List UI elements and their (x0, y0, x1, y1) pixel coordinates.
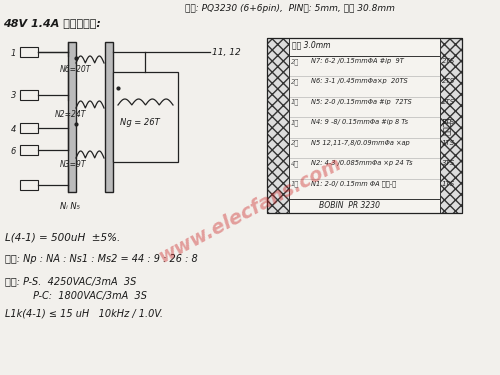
Bar (68, 42, 76, 192)
Bar (113, 72, 178, 162)
Text: 1层: 1层 (291, 119, 299, 126)
Text: N4: 9 -8/ 0.15mmΦa #ip 8 Ts: N4: 9 -8/ 0.15mmΦa #ip 8 Ts (311, 119, 408, 125)
Bar (289, 38, 440, 213)
Text: N6=20T: N6=20T (60, 65, 92, 74)
Bar (20, 145, 38, 155)
Text: 层数圈数: 层数圈数 (443, 116, 452, 135)
Bar (20, 123, 38, 133)
Text: N1: 2-0/ 0.15mm ΦA 阿层-层: N1: 2-0/ 0.15mm ΦA 阿层-层 (311, 181, 396, 187)
Text: 3TS: 3TS (442, 119, 455, 125)
Text: 3: 3 (10, 92, 16, 100)
Text: Nɡ = 26T: Nɡ = 26T (120, 118, 160, 127)
Text: 4: 4 (10, 124, 16, 134)
Bar (20, 180, 38, 190)
Bar (267, 38, 462, 213)
Text: 2TS: 2TS (442, 78, 455, 84)
Text: BOBIN  PR 3230: BOBIN PR 3230 (319, 201, 380, 210)
Text: 2TS: 2TS (442, 58, 455, 64)
Text: 2层: 2层 (291, 58, 299, 64)
Text: L(4-1) = 500uH  ±5%.: L(4-1) = 500uH ±5%. (5, 232, 120, 242)
Text: 橢端 3.0mm: 橢端 3.0mm (292, 40, 331, 49)
Text: 3TS: 3TS (442, 160, 455, 166)
Text: 2TS: 2TS (442, 99, 455, 105)
Text: 考核: P-S.  4250VAC/3mA  3S: 考核: P-S. 4250VAC/3mA 3S (5, 276, 136, 286)
Text: N7: 6-2 /0.15mmΦA #ip  9T: N7: 6-2 /0.15mmΦA #ip 9T (311, 58, 404, 64)
Text: N5 12,11-7,8/0.09mmΦa ×ap: N5 12,11-7,8/0.09mmΦa ×ap (311, 140, 410, 146)
Text: 4层: 4层 (291, 160, 299, 167)
Text: P-C:  1800VAC/3mA  3S: P-C: 1800VAC/3mA 3S (5, 291, 147, 301)
Text: 1TS: 1TS (442, 140, 455, 146)
Text: L1k(4-1) ≤ 15 uH   10kHz / 1.0V.: L1k(4-1) ≤ 15 uH 10kHz / 1.0V. (5, 308, 163, 318)
Text: 2层: 2层 (291, 140, 299, 146)
Text: 骨架: PQ3230 (6+6pin),  PIN距: 5mm, 橢距 30.8mm: 骨架: PQ3230 (6+6pin), PIN距: 5mm, 橢距 30.8m… (185, 4, 395, 13)
Bar (267, 38, 289, 213)
Text: N6: 3-1 /0.45mmΦa×p  20TS: N6: 3-1 /0.45mmΦa×p 20TS (311, 78, 408, 84)
Bar (105, 42, 113, 192)
Text: 1层: 1层 (291, 181, 299, 187)
Bar (20, 47, 38, 57)
Text: 1层: 1层 (291, 99, 299, 105)
Text: Nᵢ N₅: Nᵢ N₅ (60, 202, 80, 211)
Text: 11, 12: 11, 12 (212, 48, 241, 57)
Text: 2层: 2层 (291, 78, 299, 85)
Bar (20, 90, 38, 100)
Text: 6: 6 (10, 147, 16, 156)
Text: N2=24T: N2=24T (55, 110, 86, 119)
Text: 匹匹: Np : NA : Ns1 : Ms2 = 44 : 9 : 26 : 8: 匹匹: Np : NA : Ns1 : Ms2 = 44 : 9 : 26 : … (5, 254, 198, 264)
Text: N2: 4-3 /0.085mmΦa ×p 24 Ts: N2: 4-3 /0.085mmΦa ×p 24 Ts (311, 160, 412, 166)
Text: 48V 1.4A 变压器规格:: 48V 1.4A 变压器规格: (3, 18, 101, 28)
Text: 1TS: 1TS (442, 181, 455, 187)
Text: N5: 2-0 /0.15mmΦa #ip  72TS: N5: 2-0 /0.15mmΦa #ip 72TS (311, 99, 412, 105)
Text: 1: 1 (10, 48, 16, 57)
Text: www.elecfans.com: www.elecfans.com (155, 154, 344, 266)
Text: N3=9T: N3=9T (60, 160, 86, 169)
Bar (440, 38, 462, 213)
